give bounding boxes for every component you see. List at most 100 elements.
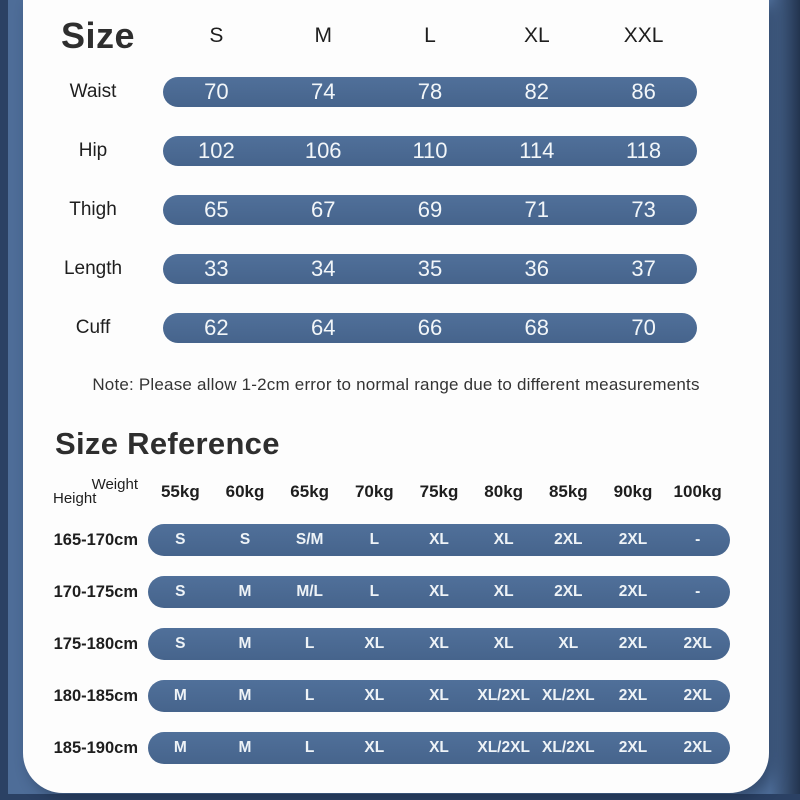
weight-header-100kg: 100kg	[673, 482, 722, 501]
measurement-value: 35	[417, 255, 443, 281]
measurement-bar: 70 74 78 82 86	[163, 76, 697, 107]
size-column-header-xxl: XXL	[623, 24, 664, 47]
right-edge-stripe	[770, 0, 800, 800]
size-value: XL/2XL	[477, 687, 530, 704]
size-value: XL	[364, 739, 385, 756]
measurement-value: 37	[631, 255, 656, 281]
measurement-value: 62	[204, 314, 229, 340]
size-value: 2XL	[618, 687, 648, 704]
measurement-value: 118	[626, 137, 662, 163]
table-row-hip: Hip 102 106 110 114 118	[23, 121, 769, 180]
height-range-label: 175-180cm	[53, 634, 138, 653]
size-value: M	[238, 635, 252, 652]
size-value: XL	[364, 635, 385, 652]
measurement-value: 114	[519, 137, 555, 163]
size-column-headers: S M L XL XXL	[163, 24, 697, 48]
size-table: Size S M L XL XXL Waist 70 74 78 82 86	[23, 0, 769, 357]
measurement-value: 69	[417, 196, 443, 222]
size-column-header-m: M	[314, 24, 332, 47]
measurement-value: 102	[198, 137, 235, 163]
size-value: XL	[429, 583, 449, 600]
measurement-bar: 102 106 110 114 118	[163, 135, 697, 166]
measurement-value: 71	[524, 196, 550, 222]
reference-row-175-180: 175-180cm S M L XL XL XL XL 2XL 2XL	[23, 618, 769, 670]
size-value: 2XL	[554, 583, 583, 600]
weight-header-60kg: 60kg	[225, 482, 265, 501]
size-value: S	[239, 531, 251, 548]
measurement-value: 78	[417, 78, 443, 104]
row-label: Waist	[69, 80, 117, 102]
size-value: L	[369, 531, 380, 548]
measurement-value: 66	[417, 314, 443, 340]
size-value: 2XL	[554, 531, 583, 548]
size-value: L	[304, 687, 315, 704]
reference-row-185-190: 185-190cm M M L XL XL XL/2XL XL/2XL 2XL …	[23, 722, 769, 774]
measurement-value: 64	[310, 314, 336, 340]
table-row-length: Length 33 34 35 36 37	[23, 239, 769, 298]
measurement-value: 34	[310, 255, 336, 281]
size-reference-title: Size Reference	[55, 426, 280, 461]
reference-row-180-185: 180-185cm M M L XL XL XL/2XL XL/2XL 2XL …	[23, 670, 769, 722]
measurement-value: 82	[524, 78, 550, 104]
size-value: M	[238, 687, 252, 704]
measurement-value: 67	[310, 196, 336, 222]
measurement-bar: 33 34 35 36 37	[163, 253, 697, 284]
weight-header-55kg: 55kg	[160, 482, 200, 501]
content-panel: Size S M L XL XXL Waist 70 74 78 82 86	[23, 0, 769, 793]
size-value: M	[238, 739, 252, 756]
size-value: XL/2XL	[542, 687, 595, 704]
size-table-header-row: Size S M L XL XXL	[23, 10, 769, 62]
measurement-value: 73	[631, 196, 656, 222]
height-range-label: 165-170cm	[53, 530, 138, 549]
note-text: Note: Please allow 1-2cm error to normal…	[92, 375, 700, 394]
size-value: XL	[429, 635, 449, 652]
size-value: XL	[493, 583, 514, 600]
measurement-value: 106	[304, 137, 342, 163]
size-value: M/L	[296, 583, 323, 600]
size-recommendation-bar: M M L XL XL XL/2XL XL/2XL 2XL 2XL	[148, 732, 730, 764]
bottom-edge-stripe	[0, 794, 800, 800]
weight-header-85kg: 85kg	[548, 482, 588, 501]
height-range-label: 170-175cm	[53, 582, 138, 601]
size-value: S	[175, 531, 186, 548]
size-value: S	[175, 635, 186, 652]
weight-header-65kg: 65kg	[290, 482, 330, 501]
size-value: 2XL	[618, 531, 648, 548]
table-row-waist: Waist 70 74 78 82 86	[23, 62, 769, 121]
size-column-header-s: S	[209, 24, 224, 47]
size-value: L	[304, 635, 315, 652]
height-range-label: 185-190cm	[53, 738, 138, 757]
measurement-bar: 65 67 69 71 73	[163, 194, 697, 225]
table-row-cuff: Cuff 62 64 66 68 70	[23, 298, 769, 357]
size-value: S/M	[295, 531, 324, 548]
size-recommendation-bar: S M L XL XL XL XL 2XL 2XL	[148, 628, 730, 660]
size-value: 2XL	[618, 635, 648, 652]
size-value: XL	[429, 739, 449, 756]
weight-header-70kg: 70kg	[354, 482, 394, 501]
size-recommendation-bar: S M M/L L XL XL 2XL 2XL -	[148, 576, 730, 608]
measurement-value: 70	[631, 314, 656, 340]
size-recommendation-bar: M M L XL XL XL/2XL XL/2XL 2XL 2XL	[148, 680, 730, 712]
size-value: XL	[429, 531, 449, 548]
size-table-title: Size	[61, 15, 136, 56]
size-value: XL	[364, 687, 385, 704]
measurement-value: 86	[631, 78, 656, 104]
size-value: XL	[429, 687, 449, 704]
size-value: XL/2XL	[477, 739, 530, 756]
row-label: Length	[63, 257, 123, 279]
measurement-value: 70	[204, 78, 229, 104]
size-value: XL/2XL	[542, 739, 595, 756]
size-value: XL	[558, 635, 579, 652]
row-label: Thigh	[69, 198, 117, 220]
measurement-value: 110	[412, 137, 448, 163]
size-recommendation-bar: S S S/M L XL XL 2XL 2XL -	[148, 524, 730, 556]
size-column-header-l: L	[424, 24, 436, 47]
size-column-header-xl: XL	[523, 24, 550, 47]
measurement-value: 33	[204, 255, 229, 281]
weight-height-corner: Weight Height	[23, 477, 148, 506]
weight-header-75kg: 75kg	[419, 482, 459, 501]
size-value: -	[695, 531, 701, 548]
size-reference-table: Size Reference Weight Height 55kg 60kg 6…	[23, 426, 769, 774]
size-value: 2XL	[618, 739, 648, 756]
size-reference-header-row: Weight Height 55kg 60kg 65kg 70kg 75kg 8…	[23, 470, 769, 514]
